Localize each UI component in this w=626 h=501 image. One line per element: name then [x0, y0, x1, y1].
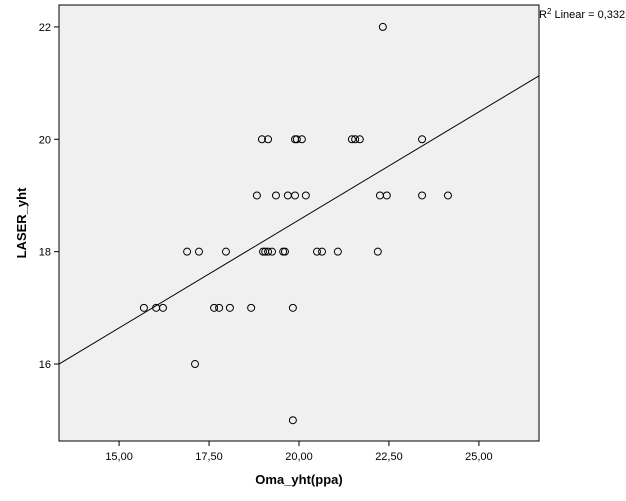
x-tick-label: 15,00 [105, 451, 133, 463]
point [373, 247, 382, 256]
point [210, 303, 219, 312]
point [333, 247, 342, 256]
fit-line [58, 75, 540, 365]
x-tick-label: 20,00 [285, 451, 313, 463]
annotation-sup: 2 [547, 7, 552, 16]
point [288, 303, 297, 312]
point [225, 303, 234, 312]
point [158, 303, 167, 312]
annotation-part: R [539, 9, 547, 21]
annotation-part: Linear = 0,332 [551, 9, 625, 21]
x-tick-label: 25,00 [465, 451, 493, 463]
point [264, 135, 273, 144]
point [355, 135, 364, 144]
point [247, 303, 256, 312]
point [257, 135, 266, 144]
point [221, 247, 230, 256]
x-tick-label: 22,50 [375, 451, 403, 463]
point [351, 135, 360, 144]
point [280, 247, 289, 256]
point [288, 416, 297, 425]
point [191, 360, 200, 369]
point [378, 22, 387, 31]
y-tick-label: 16 [39, 359, 51, 371]
point [382, 191, 391, 200]
point [271, 191, 280, 200]
point [259, 247, 268, 256]
x-axis-label: Oma_yht(ppa) [255, 472, 342, 487]
point [312, 247, 321, 256]
plot-area [58, 4, 540, 442]
point [183, 247, 192, 256]
point [297, 135, 306, 144]
point [443, 191, 452, 200]
point [418, 191, 427, 200]
point [347, 135, 356, 144]
r2-annotation: R2 Linear = 0,332 [539, 7, 625, 21]
y-tick-label: 18 [39, 247, 51, 259]
point [194, 247, 203, 256]
y-tick-label: 22 [39, 22, 51, 34]
point [215, 303, 224, 312]
point [268, 247, 277, 256]
point [301, 191, 310, 200]
y-axis-label: LASER_yht [14, 187, 29, 258]
point [252, 191, 261, 200]
point [318, 247, 327, 256]
point [139, 303, 148, 312]
y-tick-label: 20 [39, 134, 51, 146]
x-tick-label: 17,50 [195, 451, 223, 463]
point [292, 135, 301, 144]
point [264, 247, 273, 256]
point [291, 191, 300, 200]
point [418, 135, 427, 144]
